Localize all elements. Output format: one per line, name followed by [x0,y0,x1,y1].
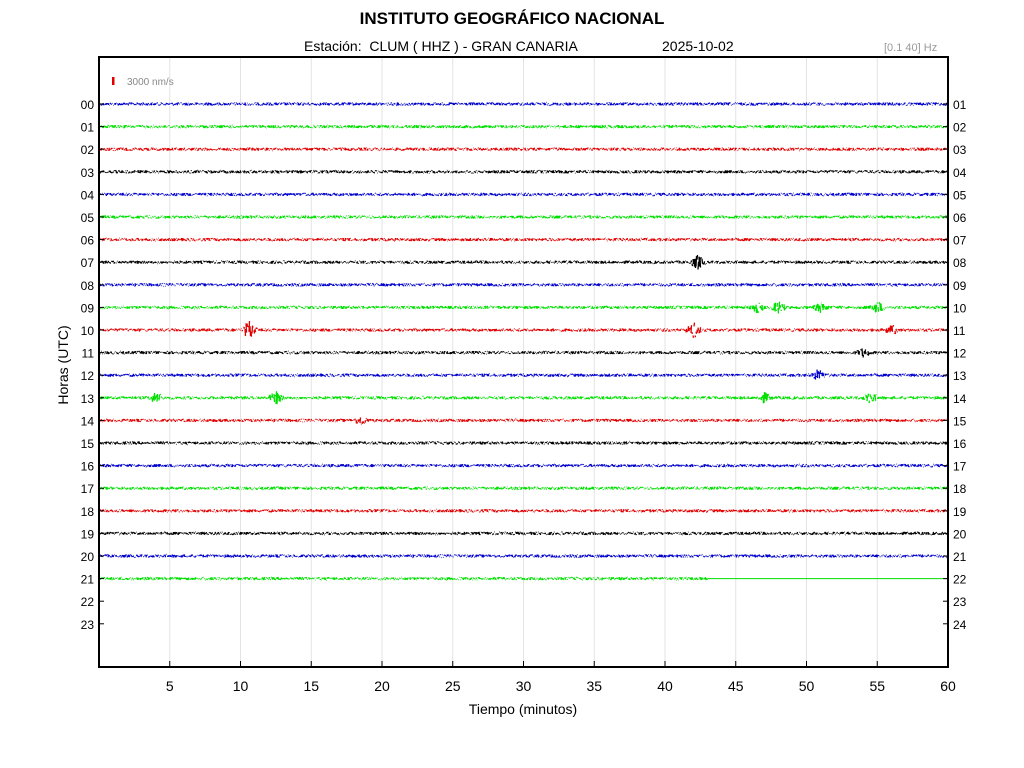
x-tick-label: 15 [303,678,319,694]
y-tick-label-right: 04 [953,166,967,180]
y-tick-label-right: 24 [953,618,967,632]
y-tick-label-right: 05 [953,188,967,202]
x-tick-label: 10 [233,678,249,694]
y-tick-label-right: 02 [953,121,967,135]
trace-hour-00 [99,101,949,107]
y-tick-label-left: 07 [81,256,95,270]
y-tick-label-left: 12 [81,369,95,383]
y-tick-label-right: 01 [953,98,967,112]
trace-hour-20 [100,553,950,559]
y-tick-label-left: 09 [81,301,95,315]
trace-hour-09 [99,301,950,314]
y-tick-label-left: 14 [81,414,95,428]
trace-hour-16 [99,463,949,468]
y-tick-label-left: 19 [81,527,95,541]
y-tick-label-left: 22 [81,595,95,609]
trace-hour-15 [99,440,950,446]
y-tick-label-left: 20 [81,550,95,564]
y-tick-label-right: 22 [953,573,967,587]
x-tick-label: 60 [940,678,956,694]
trace-hour-06 [99,237,950,242]
y-tick-label-left: 10 [81,324,95,338]
x-tick-label: 55 [869,678,885,694]
y-tick-label-left: 17 [81,482,95,496]
x-axis-label: Tiempo (minutos) [469,701,577,717]
y-axis-label: Horas (UTC) [55,325,71,404]
x-tick-label: 35 [586,678,602,694]
x-tick-label: 25 [445,678,461,694]
y-tick-label-right: 16 [953,437,967,451]
y-tick-label-right: 13 [953,369,967,383]
trace-hour-21 [99,576,709,581]
trace-hour-14 [99,417,950,425]
y-tick-label-right: 19 [953,505,967,519]
y-ticks: 00 01 01 02 02 03 03 04 04 05 05 06 06 07 07 08 08 09 09 10… [81,98,967,632]
x-tick-label: 40 [657,678,673,694]
trace-hour-18 [99,508,950,514]
y-tick-label-right: 10 [953,301,967,315]
y-tick-label-left: 16 [81,460,95,474]
trace-hour-07 [99,254,950,270]
y-tick-label-right: 23 [953,595,967,609]
y-tick-label-left: 21 [81,573,95,587]
trace-hour-04 [99,192,950,197]
y-tick-label-right: 18 [953,482,967,496]
y-tick-label-right: 14 [953,392,967,406]
date-label: 2025-10-02 [662,38,734,54]
x-tick-label: 30 [516,678,532,694]
grid-lines [169,57,878,667]
y-tick-label-left: 23 [81,618,95,632]
trace-hour-11 [99,348,949,358]
x-tick-label: 20 [374,678,390,694]
y-tick-label-left: 03 [81,166,95,180]
y-tick-label-right: 15 [953,414,967,428]
y-tick-label-right: 21 [953,550,967,564]
y-tick-label-left: 18 [81,505,95,519]
trace-hour-02 [99,146,950,152]
y-tick-label-right: 20 [953,527,967,541]
y-tick-label-right: 08 [953,256,967,270]
x-ticks: 5 10 15 20 25 30 35 40 45 50 55 60 [166,661,956,694]
y-tick-label-left: 00 [81,98,95,112]
filter-label: [0.1 40] Hz [884,42,938,54]
scale-bar [112,77,115,85]
trace-hour-08 [99,282,949,288]
trace-hour-12 [99,369,949,380]
trace-hour-13 [99,391,949,405]
y-tick-label-right: 06 [953,211,967,225]
scale-bar-label: 3000 nm/s [127,77,174,88]
trace-hour-05 [99,214,950,220]
page-title: INSTITUTO GEOGRÁFICO NACIONAL [359,9,665,28]
y-tick-label-left: 01 [81,121,95,135]
y-tick-label-right: 11 [953,324,966,338]
x-tick-label: 45 [728,678,744,694]
y-tick-label-right: 17 [953,460,967,474]
y-tick-label-left: 11 [82,347,95,361]
y-tick-label-left: 05 [81,211,95,225]
y-tick-label-left: 06 [81,234,95,248]
y-tick-label-left: 04 [81,188,95,202]
x-tick-label: 50 [799,678,815,694]
traces [99,101,950,581]
x-tick-label: 5 [166,678,174,694]
y-tick-label-right: 03 [953,143,967,157]
y-tick-label-right: 12 [953,347,967,361]
y-tick-label-left: 08 [81,279,95,293]
y-tick-label-left: 13 [81,392,95,406]
y-tick-label-left: 15 [81,437,95,451]
y-tick-label-right: 07 [953,234,967,248]
trace-hour-19 [99,531,950,536]
trace-hour-03 [99,169,949,175]
trace-hour-10 [99,320,950,338]
trace-hour-01 [99,124,949,129]
trace-hour-17 [99,485,950,491]
station-label: Estación: CLUM ( HHZ ) - GRAN CANARIA [304,38,578,54]
y-tick-label-right: 09 [953,279,967,293]
y-tick-label-left: 02 [81,143,95,157]
